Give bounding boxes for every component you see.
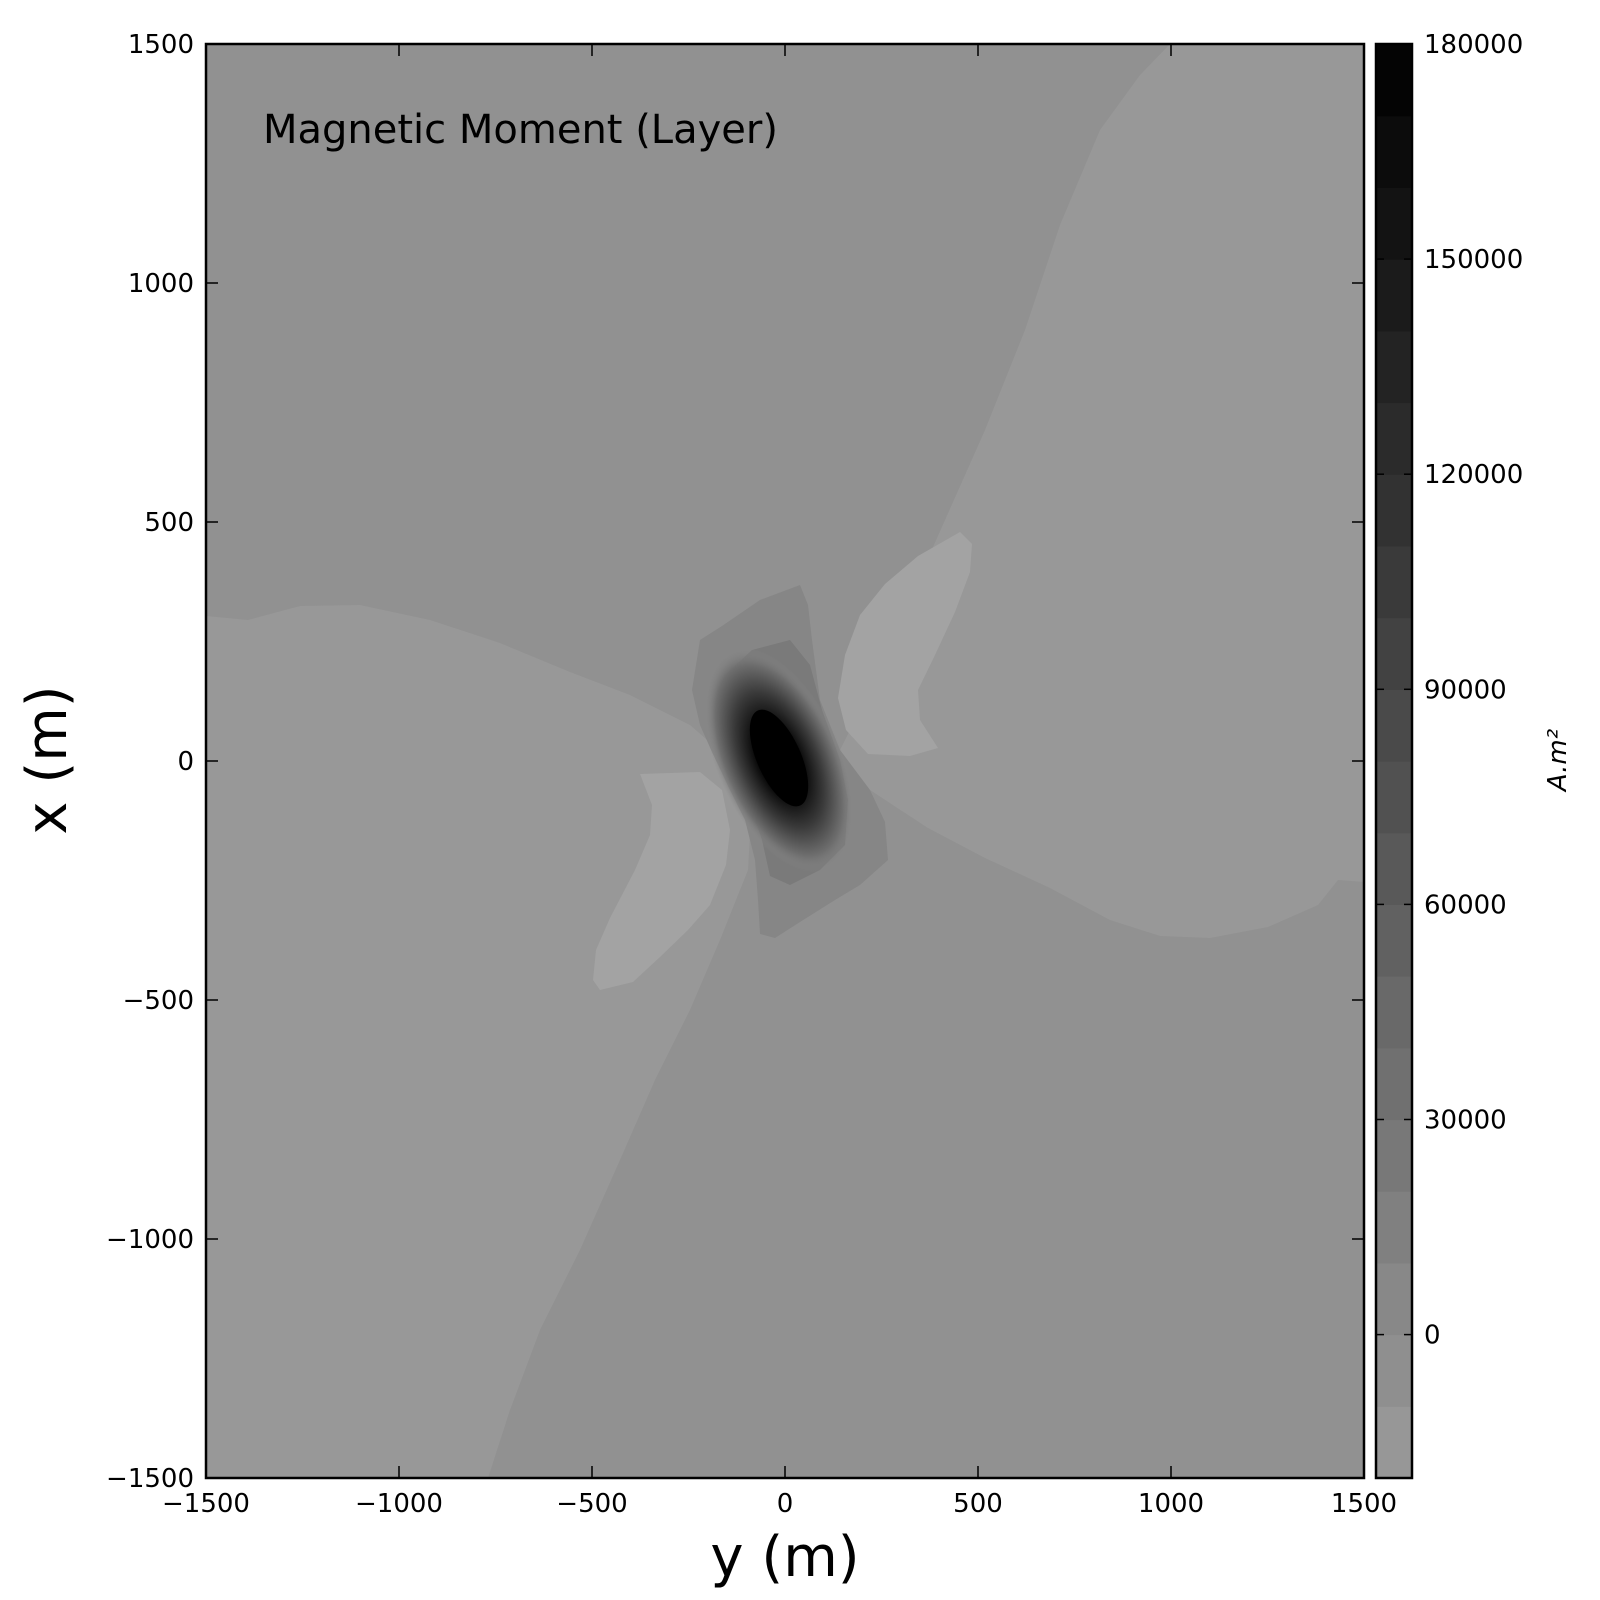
y-tick-label: −500 bbox=[123, 986, 194, 1016]
x-axis: −1500 −1000 −500 0 500 1000 1500 bbox=[162, 44, 1397, 1519]
colorbar-swatch bbox=[1376, 187, 1412, 260]
plot-title: Magnetic Moment (Layer) bbox=[263, 107, 778, 153]
colorbar-swatch bbox=[1376, 976, 1412, 1049]
y-tick-label: 0 bbox=[177, 747, 194, 777]
colorbar-tick-label: 60000 bbox=[1424, 890, 1507, 920]
colorbar-swatch bbox=[1376, 259, 1412, 332]
colorbar-tick-label: 0 bbox=[1424, 1321, 1441, 1351]
plot-area bbox=[206, 44, 1364, 1478]
x-axis-title: y (m) bbox=[710, 1525, 859, 1590]
colorbar-axis: 180000 150000 120000 90000 60000 30000 0 bbox=[1376, 30, 1523, 1351]
colorbar-swatch bbox=[1376, 689, 1412, 762]
colorbar-tick-label: 90000 bbox=[1424, 675, 1507, 705]
colorbar-swatch bbox=[1376, 474, 1412, 547]
y-tick-label: −1500 bbox=[106, 1464, 194, 1494]
dipole-peak bbox=[749, 709, 809, 807]
colorbar-unit-label: A.m² bbox=[1543, 729, 1573, 793]
colorbar-swatch bbox=[1376, 1119, 1412, 1192]
colorbar-swatch bbox=[1376, 617, 1412, 690]
field-region-min-left bbox=[593, 772, 730, 990]
y-tick-label: 500 bbox=[144, 508, 194, 538]
colorbar-tick-label: 150000 bbox=[1424, 245, 1523, 275]
field-region-lower-left bbox=[206, 605, 752, 1478]
colorbar-swatch bbox=[1376, 1406, 1412, 1479]
colorbar-swatch bbox=[1376, 904, 1412, 977]
x-tick-label: −1000 bbox=[355, 1489, 443, 1519]
colorbar-swatch bbox=[1376, 761, 1412, 834]
y-tick-label: 1500 bbox=[128, 30, 194, 60]
colorbar-frame bbox=[1374, 42, 1414, 1480]
colorbar-swatch bbox=[1376, 330, 1412, 404]
x-tick-label: −500 bbox=[556, 1489, 627, 1519]
y-tick-label: 1000 bbox=[128, 269, 194, 299]
x-tick-label: 500 bbox=[953, 1489, 1003, 1519]
field-region-upper-right bbox=[840, 44, 1364, 938]
x-tick-label: 1000 bbox=[1138, 1489, 1204, 1519]
colorbar-swatch bbox=[1376, 115, 1412, 188]
x-tick-label: 0 bbox=[777, 1489, 794, 1519]
colorbar-swatch bbox=[1376, 832, 1412, 905]
field-region-min-right bbox=[838, 532, 972, 756]
y-axis: 1500 1000 500 0 −500 −1000 −1500 bbox=[106, 30, 1364, 1494]
x-tick-label: 1500 bbox=[1331, 1489, 1397, 1519]
y-tick-label: −1000 bbox=[106, 1225, 194, 1255]
colorbar-swatch bbox=[1376, 1262, 1412, 1336]
colorbar bbox=[1376, 44, 1412, 1479]
colorbar-swatch bbox=[1376, 1334, 1412, 1407]
y-axis-title: x (m) bbox=[15, 685, 80, 834]
colorbar-tick-label: 120000 bbox=[1424, 460, 1523, 490]
colorbar-swatch bbox=[1376, 44, 1412, 117]
colorbar-swatch bbox=[1376, 402, 1412, 475]
colorbar-tick-label: 180000 bbox=[1424, 30, 1523, 60]
colorbar-swatch bbox=[1376, 1047, 1412, 1121]
colorbar-swatch bbox=[1376, 545, 1412, 619]
colorbar-swatch bbox=[1376, 1191, 1412, 1264]
x-tick-label: −1500 bbox=[162, 1489, 250, 1519]
colorbar-tick-label: 30000 bbox=[1424, 1106, 1507, 1136]
